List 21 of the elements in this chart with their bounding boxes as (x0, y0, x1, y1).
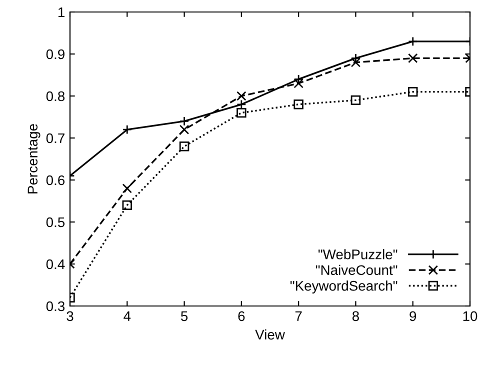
x-tick-label: 10 (463, 311, 478, 322)
y-tick-label: 0.7 (46, 133, 64, 144)
y-tick-label: 0.4 (46, 259, 65, 270)
x-tick-label: 5 (180, 311, 188, 322)
y-tick-label: 0.9 (46, 49, 64, 60)
y-tick-label: 1 (58, 7, 64, 18)
legend-label: "WebPuzzle" (318, 249, 398, 260)
x-tick-label: 6 (238, 311, 245, 322)
y-tick-label: 0.6 (46, 175, 65, 186)
y-tick-label: 0.3 (46, 301, 65, 312)
x-tick-label: 3 (66, 311, 74, 322)
x-tick-label: 8 (352, 311, 359, 322)
legend-label: "NaiveCount" (316, 264, 398, 276)
y-axis-title: Percentage (28, 124, 40, 194)
x-tick-label: 4 (124, 311, 131, 321)
x-tick-label: 9 (410, 311, 416, 322)
y-tick-label: 0.5 (46, 217, 65, 228)
x-axis-title: View (255, 329, 285, 340)
legend-label: "KeywordSearch" (290, 280, 398, 294)
y-tick-label: 0.8 (46, 91, 65, 102)
x-tick-label: 7 (295, 311, 302, 321)
